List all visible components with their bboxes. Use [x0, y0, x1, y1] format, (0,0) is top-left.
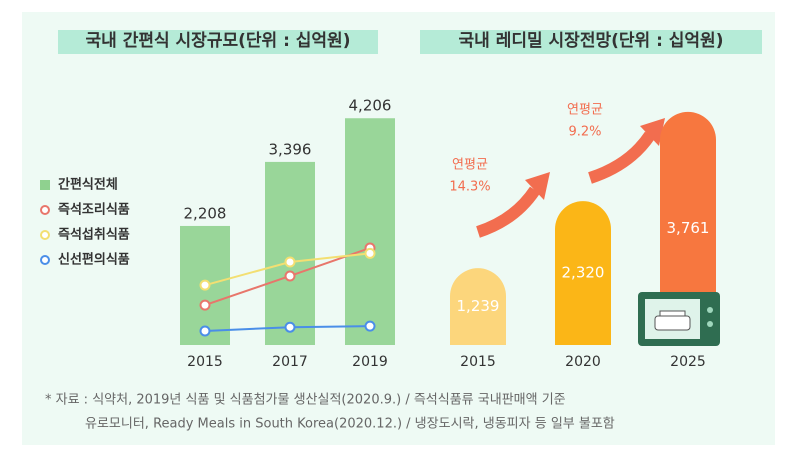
legend-label: 즉석조리식품 [58, 202, 130, 218]
legend-label: 즉석섭취식품 [58, 227, 130, 243]
knob [707, 321, 713, 327]
point [364, 247, 376, 259]
point [284, 321, 296, 333]
value-label: 4,206 [349, 97, 392, 115]
title-stripe [58, 30, 378, 54]
knob [707, 307, 713, 313]
legend-marker [40, 230, 50, 240]
bar [660, 111, 716, 345]
panel [22, 12, 775, 445]
annotation: 9.2% [568, 125, 601, 140]
growth-arrows [476, 118, 665, 238]
x-tick-label: 2017 [272, 354, 308, 370]
x-tick-label: 2015 [460, 354, 496, 370]
point [199, 279, 211, 291]
bar [345, 118, 395, 346]
legend-label: 간편식전체 [58, 177, 118, 193]
legend-marker [40, 255, 50, 265]
value-label: 2,208 [184, 204, 227, 222]
title-stripe [420, 30, 762, 54]
annotation: 14.3% [449, 180, 490, 195]
point [199, 325, 211, 337]
arrow [476, 186, 540, 238]
footnote: * 자료 : 식약처, 2019년 식품 및 식품첨가물 생산실적(2020.9… [45, 393, 566, 408]
value-label: 1,239 [457, 297, 500, 315]
pot-lid [659, 310, 686, 317]
arrow-head [640, 118, 665, 146]
x-tick-label: 2025 [670, 354, 706, 370]
arrow [588, 131, 655, 184]
x-tick-label: 2020 [565, 354, 601, 370]
annotation: 연평균 [567, 103, 603, 118]
chart-title: 국내 간편식 시장규모(단위 : 십억원) [86, 31, 351, 51]
chart-title: 국내 레디밀 시장전망(단위 : 십억원) [459, 30, 724, 51]
point [284, 256, 296, 268]
annotation: 연평균 [452, 158, 488, 173]
point [199, 299, 211, 311]
point [284, 270, 296, 282]
value-label: 2,320 [562, 264, 605, 282]
arrow-head [525, 172, 550, 200]
legend-swatch [40, 180, 50, 190]
legend-label: 신선편의식품 [58, 252, 130, 268]
value-label: 3,761 [667, 219, 710, 237]
bar [450, 268, 506, 345]
microwave-icon [638, 292, 720, 346]
value-label: 3,396 [269, 140, 312, 158]
bar [265, 161, 315, 345]
pot [654, 315, 691, 331]
legend-marker [40, 205, 50, 215]
x-tick-label: 2015 [187, 354, 223, 370]
point [364, 320, 376, 332]
footnote: 유로모니터, Ready Meals in South Korea(2020.1… [85, 417, 615, 432]
bar [555, 201, 612, 345]
x-tick-label: 2019 [352, 354, 388, 370]
